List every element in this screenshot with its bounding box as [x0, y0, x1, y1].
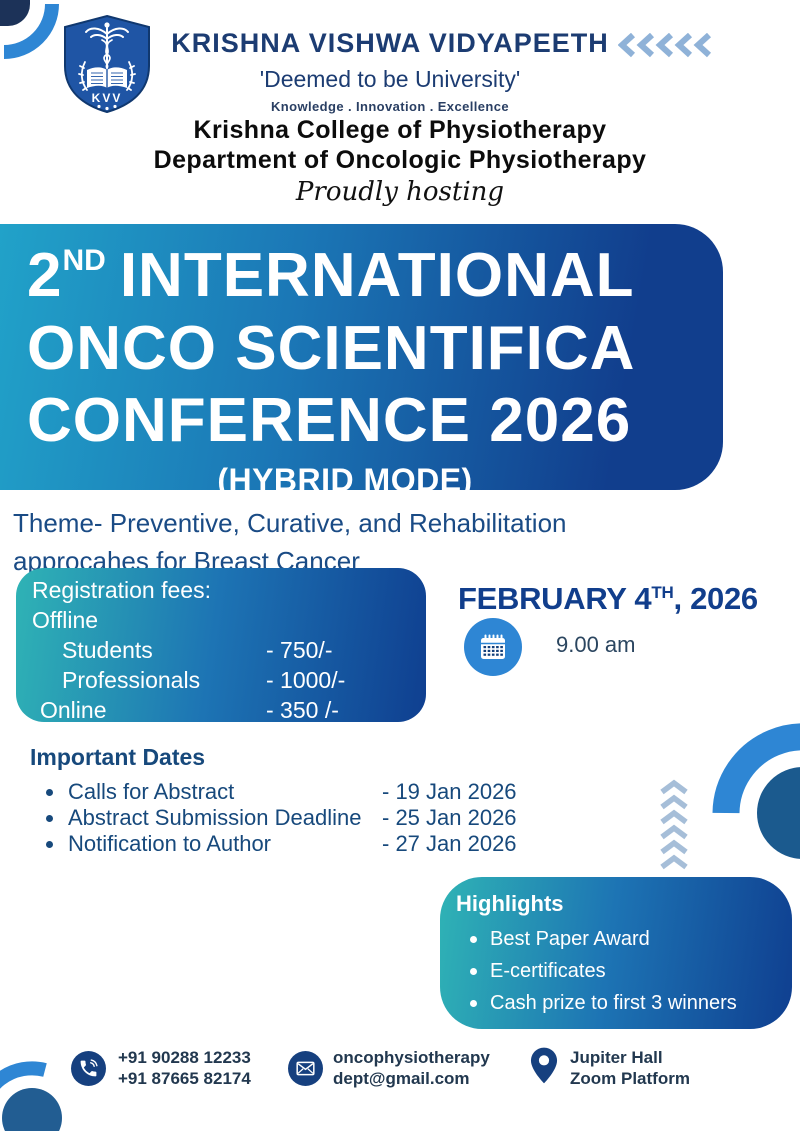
important-date-item: Calls for Abstract - 19 Jan 2026: [30, 779, 590, 805]
open-book-icon: [87, 67, 127, 88]
email-line: dept@gmail.com: [333, 1069, 470, 1088]
event-date-main: FEBRUARY 4: [458, 581, 652, 616]
important-date-item: Abstract Submission Deadline - 25 Jan 20…: [30, 805, 590, 831]
registration-row: Offline: [16, 605, 426, 635]
venue-line: Jupiter Hall: [570, 1048, 663, 1067]
banner-line-2: ONCO SCIENTIFICA: [27, 313, 636, 383]
date-item-value: - 25 Jan 2026: [382, 805, 517, 830]
venue-line: Zoom Platform: [570, 1069, 690, 1088]
calendar-icon: [481, 634, 505, 659]
fee-label: Offline: [32, 607, 99, 633]
theme-line-1: Theme- Preventive, Curative, and Rehabil…: [13, 508, 567, 538]
phone-numbers: +91 90288 12233 +91 87665 82174: [118, 1047, 251, 1089]
registration-row: Professionals - 1000/-: [16, 665, 426, 695]
date-item-label: Abstract Submission Deadline: [68, 805, 362, 830]
calendar-badge: [464, 618, 522, 676]
fee-label: Students: [62, 637, 153, 663]
fee-value: - 350 /-: [266, 697, 339, 723]
circle-decoration-bottom: [2, 1088, 62, 1131]
highlights-panel: Highlights Best Paper Award E-certificat…: [440, 877, 792, 1029]
date-item-value: - 27 Jan 2026: [382, 831, 517, 856]
caduceus-icon: [85, 22, 129, 69]
banner-ordinal: ND: [62, 244, 106, 277]
fee-label: Online: [40, 697, 107, 723]
email-address: oncophysiotherapy dept@gmail.com: [333, 1047, 490, 1089]
date-item-label: Calls for Abstract: [68, 779, 235, 804]
map-pin-icon: [530, 1047, 558, 1084]
registration-row: Students - 750/-: [16, 635, 426, 665]
laurel-icon: [78, 61, 136, 91]
event-date: FEBRUARY 4TH, 2026: [458, 581, 758, 617]
highlights-list: Best Paper Award E-certificates Cash pri…: [456, 923, 792, 1019]
highlight-item: Cash prize to first 3 winners: [456, 987, 792, 1019]
phone-badge: [71, 1051, 106, 1086]
important-dates-list: Calls for Abstract - 19 Jan 2026 Abstrac…: [30, 779, 590, 857]
important-dates-title: Important Dates: [30, 744, 206, 770]
hybrid-mode-label: (HYBRID MODE): [217, 461, 473, 498]
event-date-year: , 2026: [673, 581, 758, 616]
college-name: Krishna College of Physiotherapy: [193, 116, 607, 144]
event-date-ordinal: TH: [651, 583, 674, 602]
kvv-shield-logo: KVV: [64, 14, 150, 114]
chevrons-up-icon: [660, 779, 688, 870]
university-name: KRISHNA VISHWA VIDYAPEETH: [171, 28, 609, 58]
conference-title-banner: 2ND INTERNATIONAL ONCO SCIENTIFICA CONFER…: [0, 224, 723, 498]
phone-icon: [80, 1059, 98, 1077]
phone-line: +91 90288 12233: [118, 1048, 251, 1067]
email-badge: [288, 1051, 323, 1086]
highlight-item: E-certificates: [456, 955, 792, 987]
department-name: Department of Oncologic Physiotherapy: [153, 146, 647, 174]
registration-title: Registration fees:: [32, 577, 211, 603]
bottom-arc-decoration: [0, 1061, 47, 1089]
ring-arc-decoration: [712, 723, 800, 814]
important-dates-section: Important Dates Calls for Abstract - 19 …: [30, 744, 590, 857]
university-tagline: Knowledge . Innovation . Excellence: [271, 99, 509, 114]
registration-row: Online - 350 /-: [16, 695, 426, 725]
registration-fees-panel: Registration fees: Offline Students - 75…: [16, 568, 426, 725]
fee-value: - 750/-: [266, 637, 333, 663]
deemed-subtitle: 'Deemed to be University': [259, 66, 521, 92]
banner-line-3: CONFERENCE 2026: [27, 386, 632, 456]
banner-number: 2: [27, 241, 63, 310]
header: KRISHNA VISHWA VIDYAPEETH 'Deemed to be …: [140, 28, 640, 114]
important-date-item: Notification to Author - 27 Jan 2026: [30, 831, 590, 857]
event-time: 9.00 am: [556, 632, 636, 657]
fee-value: - 1000/-: [266, 667, 346, 693]
date-item-value: - 19 Jan 2026: [382, 779, 517, 804]
venue: Jupiter Hall Zoom Platform: [570, 1047, 690, 1089]
banner-line1-text: INTERNATIONAL: [119, 241, 635, 310]
logo-stars: [97, 104, 117, 111]
hosting-caption: Proudly hosting: [295, 177, 505, 207]
email-line: oncophysiotherapy: [333, 1048, 490, 1067]
highlights-title: Highlights: [456, 891, 564, 916]
date-item-label: Notification to Author: [68, 831, 272, 856]
fee-label: Professionals: [62, 667, 201, 693]
phone-line: +91 87665 82174: [118, 1069, 251, 1088]
chevrons-left-icon: [618, 33, 712, 58]
corner-arc-decoration: [3, 3, 59, 59]
logo-text: KVV: [92, 91, 123, 105]
banner-line-1: 2ND INTERNATIONAL: [27, 240, 663, 313]
envelope-icon: [296, 1061, 315, 1076]
highlight-item: Best Paper Award: [456, 923, 792, 955]
